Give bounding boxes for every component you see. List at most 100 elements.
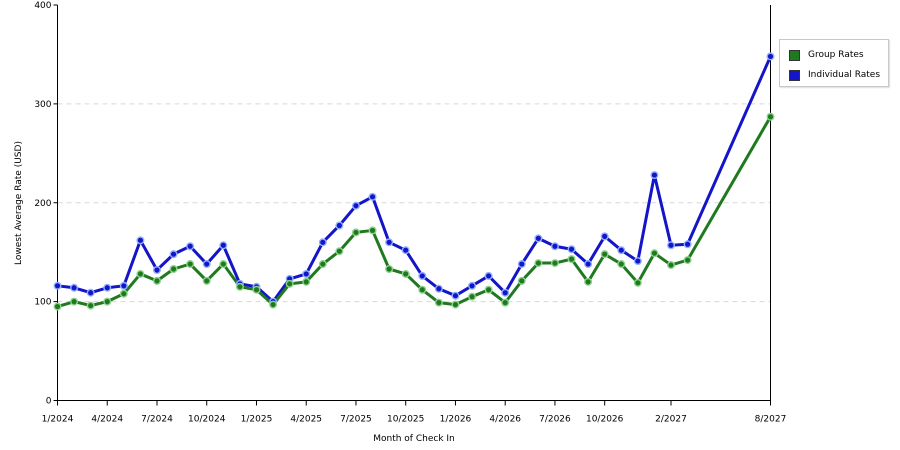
data-point-individual-rates	[484, 271, 493, 280]
data-point-group-rates	[70, 297, 79, 306]
data-point-individual-rates	[318, 238, 327, 247]
data-point-group-rates	[285, 279, 294, 288]
x-tick-label: 10/2024	[188, 415, 226, 425]
data-point-individual-rates	[550, 242, 559, 251]
data-point-individual-rates	[119, 281, 128, 290]
data-point-group-rates	[418, 285, 427, 294]
data-point-group-rates	[368, 226, 377, 235]
x-axis-title: Month of Check In	[373, 434, 455, 444]
data-point-individual-rates	[302, 269, 311, 278]
data-point-individual-rates	[517, 260, 526, 269]
legend-label-individual-rates: Individual Rates	[808, 70, 881, 80]
data-point-individual-rates	[335, 221, 344, 230]
data-point-individual-rates	[53, 281, 62, 290]
data-point-individual-rates	[617, 246, 626, 255]
data-point-individual-rates	[650, 171, 659, 180]
data-point-group-rates	[119, 289, 128, 298]
data-point-individual-rates	[667, 241, 676, 250]
data-point-group-rates	[468, 292, 477, 301]
data-point-individual-rates	[103, 283, 112, 292]
data-point-group-rates	[351, 228, 360, 237]
x-ticks: 1/2024 4/2024 7/2024 10/2024 1/2025 4/2025 7/2…	[42, 400, 787, 425]
data-point-individual-rates	[683, 240, 692, 249]
data-point-group-rates	[766, 112, 775, 121]
data-point-group-rates	[567, 255, 576, 264]
data-point-group-rates	[152, 276, 161, 285]
series-line-individual-rates	[57, 55, 772, 304]
data-point-individual-rates	[501, 288, 510, 297]
data-point-individual-rates	[70, 283, 79, 292]
legend-item-individual-rates: Individual Rates	[789, 68, 880, 82]
data-point-group-rates	[335, 247, 344, 256]
x-tick-label: 4/2024	[91, 415, 123, 425]
data-point-individual-rates	[633, 257, 642, 266]
y-tick-label: 300	[34, 100, 51, 110]
data-point-individual-rates	[385, 238, 394, 247]
data-point-group-rates	[385, 264, 394, 273]
data-point-group-rates	[501, 298, 510, 307]
y-axis-title: Lowest Average Rate (USD)	[14, 141, 24, 265]
data-point-individual-rates	[766, 52, 775, 61]
x-tick-label: 1/2024	[42, 415, 74, 425]
data-point-group-rates	[484, 285, 493, 294]
y-tick-label: 400	[34, 1, 51, 11]
data-point-individual-rates	[152, 265, 161, 274]
x-tick-label: 8/2027	[755, 415, 787, 425]
series-points	[53, 52, 775, 311]
data-point-individual-rates	[401, 246, 410, 255]
data-point-group-rates	[202, 276, 211, 285]
data-point-group-rates	[86, 301, 95, 310]
data-point-individual-rates	[202, 260, 211, 269]
data-point-group-rates	[451, 300, 460, 309]
data-point-group-rates	[186, 260, 195, 269]
legend: Group Rates Individual Rates	[779, 39, 889, 87]
data-point-group-rates	[235, 282, 244, 291]
data-point-group-rates	[136, 269, 145, 278]
data-point-group-rates	[517, 276, 526, 285]
legend-swatch-group-rates	[789, 49, 800, 61]
data-point-group-rates	[667, 261, 676, 270]
series-line-group-rates	[57, 115, 772, 309]
data-point-group-rates	[534, 259, 543, 268]
data-point-group-rates	[252, 285, 261, 294]
x-tick-label: 4/2026	[489, 415, 521, 425]
data-point-individual-rates	[567, 245, 576, 254]
x-tick-label: 1/2026	[440, 415, 472, 425]
data-point-group-rates	[434, 298, 443, 307]
data-point-individual-rates	[368, 192, 377, 201]
data-point-group-rates	[550, 259, 559, 268]
x-tick-label: 2/2027	[655, 415, 687, 425]
grid-lines	[57, 103, 771, 303]
data-point-group-rates	[600, 250, 609, 259]
data-point-group-rates	[103, 297, 112, 306]
series-lines	[57, 55, 772, 309]
data-point-individual-rates	[534, 234, 543, 243]
data-point-group-rates	[683, 256, 692, 265]
data-point-group-rates	[269, 300, 278, 309]
data-point-individual-rates	[418, 271, 427, 280]
x-tick-label: 10/2025	[387, 415, 424, 425]
data-point-individual-rates	[219, 241, 228, 250]
y-ticks: 0 100 200 300 400	[34, 1, 58, 407]
y-tick-label: 200	[34, 199, 51, 209]
data-point-individual-rates	[584, 260, 593, 269]
data-point-group-rates	[219, 260, 228, 269]
data-point-individual-rates	[86, 288, 95, 297]
data-point-group-rates	[53, 302, 62, 311]
data-point-group-rates	[633, 278, 642, 287]
x-tick-label: 1/2025	[241, 415, 273, 425]
data-point-group-rates	[617, 260, 626, 269]
x-tick-label: 7/2026	[539, 415, 571, 425]
data-point-individual-rates	[434, 284, 443, 293]
data-point-group-rates	[401, 269, 410, 278]
data-point-individual-rates	[186, 242, 195, 251]
data-point-group-rates	[302, 277, 311, 286]
legend-item-group-rates: Group Rates	[789, 48, 864, 62]
data-point-individual-rates	[351, 201, 360, 210]
data-point-group-rates	[318, 260, 327, 269]
data-point-individual-rates	[451, 291, 460, 300]
x-tick-label: 7/2025	[340, 415, 372, 425]
data-point-group-rates	[650, 249, 659, 258]
legend-label-group-rates: Group Rates	[808, 50, 864, 60]
